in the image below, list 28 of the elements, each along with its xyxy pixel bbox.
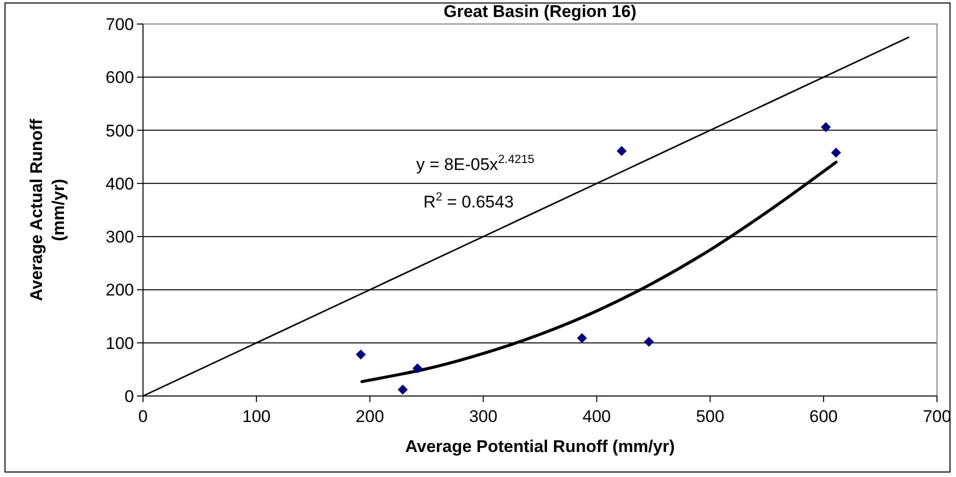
point: [831, 148, 842, 158]
x-tick-label: 400: [582, 407, 611, 426]
y-tick-label: 100: [106, 334, 134, 353]
point: [616, 146, 627, 156]
x-tick-label: 200: [356, 407, 384, 426]
point: [820, 122, 831, 132]
annotation: y = 8E-05x$^{2.4215}$: [416, 152, 535, 174]
chart-title: Great Basin (Region 16): [444, 2, 636, 21]
y-tick-label: 700: [106, 15, 134, 34]
y-tick-label: 200: [106, 280, 134, 300]
x-tick-label: 300: [469, 407, 498, 426]
point: [576, 333, 587, 344]
point: [644, 336, 654, 347]
point: [398, 384, 408, 395]
point: [356, 350, 366, 360]
y-tick-label: 600: [106, 68, 134, 88]
x-tick-label: 500: [696, 407, 724, 426]
y-tick-label: 0: [124, 387, 134, 406]
y-tick-label: 500: [106, 121, 134, 140]
x-axis-title: Average Potential Runoff (mm/yr): [405, 437, 675, 456]
x-tick-label: 100: [242, 407, 271, 426]
annotation: R$^{2}$ = 0.6543: [423, 189, 514, 212]
y-axis-title: Average Actual Runoff (mm/yr): [27, 118, 68, 301]
point: [412, 363, 422, 374]
y-tick-label: 400: [106, 174, 134, 194]
x-tick-label: 600: [809, 407, 838, 426]
y-tick-label: 300: [106, 228, 134, 247]
x-tick-label: 0: [138, 407, 148, 426]
